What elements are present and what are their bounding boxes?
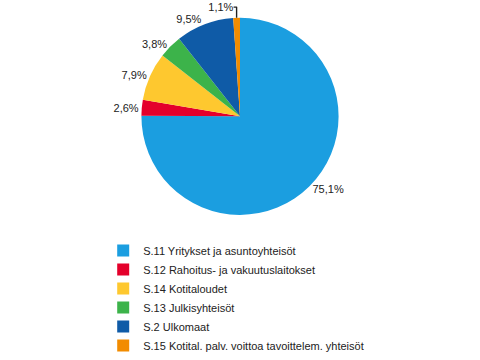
svg-text:S.2 Ulkomaat: S.2 Ulkomaat [143, 321, 209, 333]
svg-text:1,1%: 1,1% [208, 1, 233, 13]
svg-text:75,1%: 75,1% [312, 183, 343, 195]
svg-text:S.15 Kotital. palv. voittoa ta: S.15 Kotital. palv. voittoa tavoittelem.… [143, 340, 364, 352]
svg-text:2,6%: 2,6% [114, 102, 139, 114]
svg-text:S.12 Rahoitus- ja vakuutuslait: S.12 Rahoitus- ja vakuutuslaitokset [143, 264, 315, 276]
svg-text:7,9%: 7,9% [122, 69, 147, 81]
svg-text:S.13 Julkisyhteisöt: S.13 Julkisyhteisöt [143, 302, 234, 314]
svg-text:S.14 Kotitaloudet: S.14 Kotitaloudet [143, 283, 227, 295]
svg-text:3,8%: 3,8% [142, 38, 167, 50]
svg-text:S.11 Yritykset ja asuntoyhteis: S.11 Yritykset ja asuntoyhteisöt [143, 245, 295, 257]
svg-text:9,5%: 9,5% [176, 13, 201, 25]
